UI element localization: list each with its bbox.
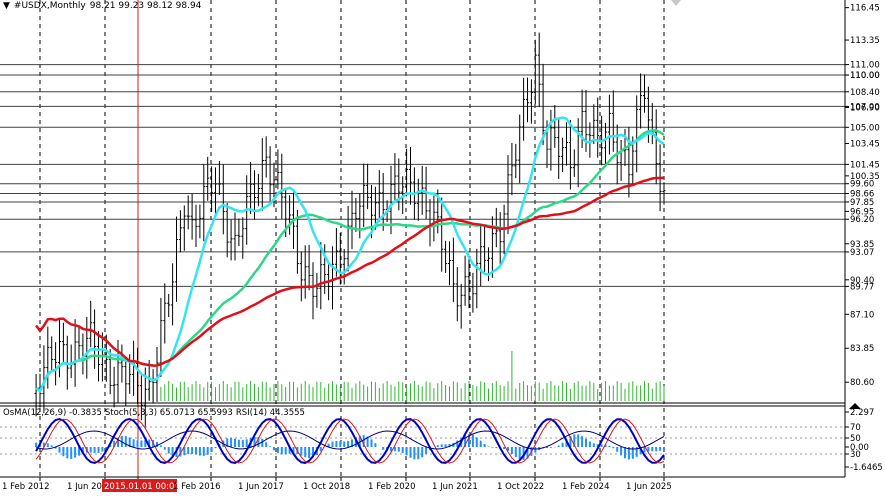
- scroll-marker-icon[interactable]: [671, 0, 681, 6]
- time-label: 1 Oct 2022: [497, 482, 544, 492]
- shift-marker-icon[interactable]: [849, 403, 861, 409]
- price-tick-label: 113.35: [850, 36, 880, 46]
- sub-tick-label: 0.00: [850, 443, 869, 453]
- sub-tick-label: 30: [850, 450, 861, 460]
- symbol-label: #USDX,Monthly: [13, 1, 86, 11]
- price-tick-label: 96.95: [850, 207, 874, 217]
- sub-tick-label: -1.6465: [850, 463, 883, 473]
- level-label: 108.40: [850, 88, 880, 98]
- dropdown-triangle-icon[interactable]: ▼: [3, 1, 10, 11]
- time-label: 1 Feb 2012: [2, 482, 50, 492]
- level-label: 111.00: [850, 61, 880, 71]
- crosshair-time-label: 2015.01.01 00:00: [104, 482, 180, 492]
- time-label: 1 Jun 2017: [238, 482, 284, 492]
- ohlc-values: 98.21 99.23 98.12 98.94: [89, 1, 202, 11]
- sub-tick-label: 70: [850, 423, 861, 433]
- price-tick-label: 100.35: [850, 172, 880, 182]
- rsi-label: RSI(14) 44.3555: [235, 408, 305, 418]
- level-label: 97.85: [850, 198, 874, 208]
- ma-red-line: [35, 176, 665, 367]
- level-label: 107.00: [850, 102, 880, 112]
- time-label: 1 Jun 20: [67, 482, 102, 492]
- time-label: 1 Jun 2025: [626, 482, 672, 492]
- level-label: 101.45: [850, 160, 880, 170]
- level-label: 105.00: [850, 123, 880, 133]
- chart-header: ▼ #USDX,Monthly 98.21 99.23 98.12 98.94: [3, 1, 205, 11]
- time-label: 1 Feb 2016: [173, 482, 221, 492]
- subwindow-grid: [0, 426, 845, 455]
- osma-label: OsMA(12,26,9) -0.3835: [3, 408, 102, 418]
- time-label: 1 Feb 2020: [368, 482, 416, 492]
- volume-bars: [148, 351, 665, 401]
- time-axis: 1 Feb 2012 1 Jun 20 2015.01.01 00:001 Feb …: [2, 477, 672, 492]
- price-tick-label: 87.10: [850, 310, 874, 320]
- level-label: 89.77: [850, 282, 874, 292]
- sub-tick-label: 50: [850, 434, 861, 444]
- price-tick-label: 106.90: [850, 103, 880, 113]
- level-label: 99.60: [850, 180, 874, 190]
- price-tick-label: 83.85: [850, 344, 874, 354]
- sub-tick-label: 2.297: [850, 408, 874, 418]
- level-label: 98.66: [850, 190, 874, 200]
- time-label: 1 Jun 2021: [432, 482, 478, 492]
- time-label: 1 Feb 2024: [562, 482, 610, 492]
- rsi-line: [35, 430, 665, 450]
- price-tick-label: 103.45: [850, 139, 880, 149]
- price-axis: 116.45 113.35 110.00 106.90 103.45 100.35 96.9…: [845, 4, 880, 388]
- price-tick-label: 90.40: [850, 276, 874, 286]
- level-label: 110.00: [850, 71, 880, 81]
- crosshair-time-badge: [102, 479, 177, 492]
- price-tick-label: 80.60: [850, 378, 874, 388]
- ma-green-line: [35, 129, 665, 393]
- stoch-main-line: [35, 417, 665, 465]
- ma-cyan-line: [35, 116, 665, 393]
- price-tick-label: 116.45: [850, 4, 880, 14]
- stoch-signal-line: [35, 418, 665, 464]
- level-label: 96.20: [850, 215, 874, 225]
- price-tick-label: 110.00: [850, 71, 880, 81]
- subwindow-header: OsMA(12,26,9) -0.3835 Stoch(5,3,3) 65.071…: [3, 408, 308, 418]
- osma-histogram: [35, 434, 665, 460]
- level-label: 93.07: [850, 248, 874, 258]
- time-label: 1 Oct 2018: [303, 482, 350, 492]
- stoch-label: Stoch(5,3,3) 65.0713 65.5993: [104, 408, 233, 418]
- price-tick-label: 93.85: [850, 240, 874, 250]
